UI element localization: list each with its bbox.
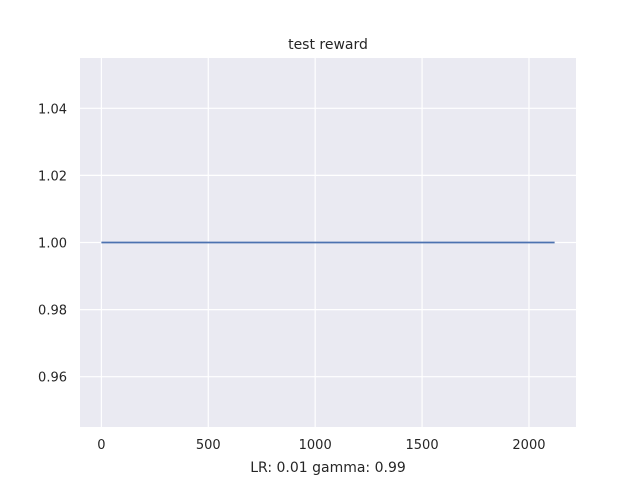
y-tick-label: 1.04 [38,102,67,117]
y-tick-label: 0.98 [38,304,67,319]
x-tick-label: 1500 [406,438,439,453]
y-tick-label: 1.02 [38,169,67,184]
chart-title: test reward [288,37,368,53]
x-axis-ticks: 0 500 1000 1500 2000 [97,438,545,453]
x-tick-label: 1000 [299,438,332,453]
x-tick-label: 2000 [512,438,545,453]
y-axis-ticks: 0.96 0.98 1.00 1.02 1.04 [38,102,67,385]
x-tick-label: 500 [196,438,221,453]
y-tick-label: 0.96 [38,371,67,386]
x-tick-label: 0 [97,438,105,453]
x-axis-label: LR: 0.01 gamma: 0.99 [250,460,406,476]
y-tick-label: 1.00 [38,237,67,252]
